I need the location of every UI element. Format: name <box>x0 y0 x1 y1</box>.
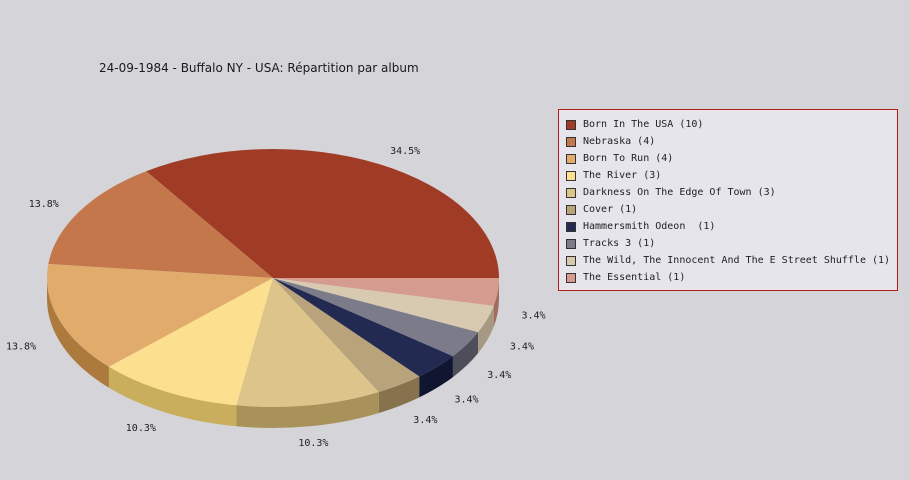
pie-slice-side-4 <box>108 366 237 427</box>
legend-item: The River (3) <box>566 167 897 184</box>
pie-slice-label-4: 10.3% <box>126 423 156 434</box>
pie-slice-label-8: 3.4% <box>487 370 511 381</box>
pie-chart: 34.5% 13.8% 13.8% 10.3% 10.3% 3.4% 3.4% 3.4% 3.4… <box>6 146 546 449</box>
pie-slice-label-9: 3.4% <box>510 341 534 352</box>
legend-item: Tracks 3 (1) <box>566 235 897 252</box>
pie-slice-3 <box>47 264 273 367</box>
pie-slice-5 <box>236 278 379 407</box>
legend-label: Tracks 3 (1) <box>583 238 656 249</box>
pie-slice-4 <box>108 278 273 406</box>
legend-item: Darkness On The Edge Of Town (3) <box>566 184 897 201</box>
pie-slice-side-8 <box>452 332 479 378</box>
pie-slice-side-5 <box>236 391 379 428</box>
legend-label: Born In The USA (10) <box>583 119 704 130</box>
legend-label: Nebraska (4) <box>583 136 656 147</box>
pie-slice-2 <box>48 171 273 278</box>
legend-swatch <box>566 238 576 249</box>
pie-slice-side-7 <box>419 356 453 398</box>
legend-swatch <box>566 272 576 283</box>
legend-swatch <box>566 119 576 130</box>
pie-slice-6 <box>273 278 420 392</box>
pie-slice-side-9 <box>478 305 494 354</box>
pie-slice-label-7: 3.4% <box>455 395 479 406</box>
legend-item: The Essential (1) <box>566 269 897 286</box>
legend-swatch <box>566 204 576 215</box>
chart-title: 24-09-1984 - Buffalo NY - USA: Répartiti… <box>99 61 419 75</box>
pie-slice-label-5: 10.3% <box>298 438 328 449</box>
legend-label: The River (3) <box>583 170 662 181</box>
pie-slice-side-10 <box>493 278 499 327</box>
pie-slice-label-1: 34.5% <box>390 146 420 157</box>
legend-label: Born To Run (4) <box>583 153 674 164</box>
legend-label: The Essential (1) <box>583 272 686 283</box>
pie-slice-label-6: 3.4% <box>413 415 437 426</box>
pie-slice-7 <box>273 278 453 377</box>
pie-slice-9 <box>273 278 494 333</box>
legend-label: Cover (1) <box>583 204 638 215</box>
chart-legend: Born In The USA (10) Nebraska (4) Born To … <box>558 109 898 291</box>
pie-slice-label-2: 13.8% <box>29 199 59 210</box>
legend-label: Darkness On The Edge Of Town (3) <box>583 187 776 198</box>
legend-swatch <box>566 221 576 232</box>
legend-swatch <box>566 136 576 147</box>
pie-slice-label-3: 13.8% <box>6 341 36 352</box>
legend-swatch <box>566 187 576 198</box>
legend-label: The Wild, The Innocent And The E Street … <box>583 255 891 266</box>
legend-item: Nebraska (4) <box>566 133 897 150</box>
legend-item: Hammersmith Odeon (1) <box>566 218 897 235</box>
legend-swatch <box>566 153 576 164</box>
legend-label: Hammersmith Odeon (1) <box>583 221 716 232</box>
legend-item: Cover (1) <box>566 201 897 218</box>
pie-slice-label-10: 3.4% <box>522 311 546 322</box>
pie-slice-10 <box>273 278 499 306</box>
pie-slice-side-3 <box>47 278 109 388</box>
legend-swatch <box>566 255 576 266</box>
pie-slice-8 <box>273 278 479 357</box>
legend-item: Born To Run (4) <box>566 150 897 167</box>
pie-slice-1 <box>146 149 499 278</box>
legend-item: Born In The USA (10) <box>566 116 897 133</box>
legend-item: The Wild, The Innocent And The E Street … <box>566 252 897 269</box>
pie-slice-side-6 <box>378 376 420 413</box>
legend-swatch <box>566 170 576 181</box>
